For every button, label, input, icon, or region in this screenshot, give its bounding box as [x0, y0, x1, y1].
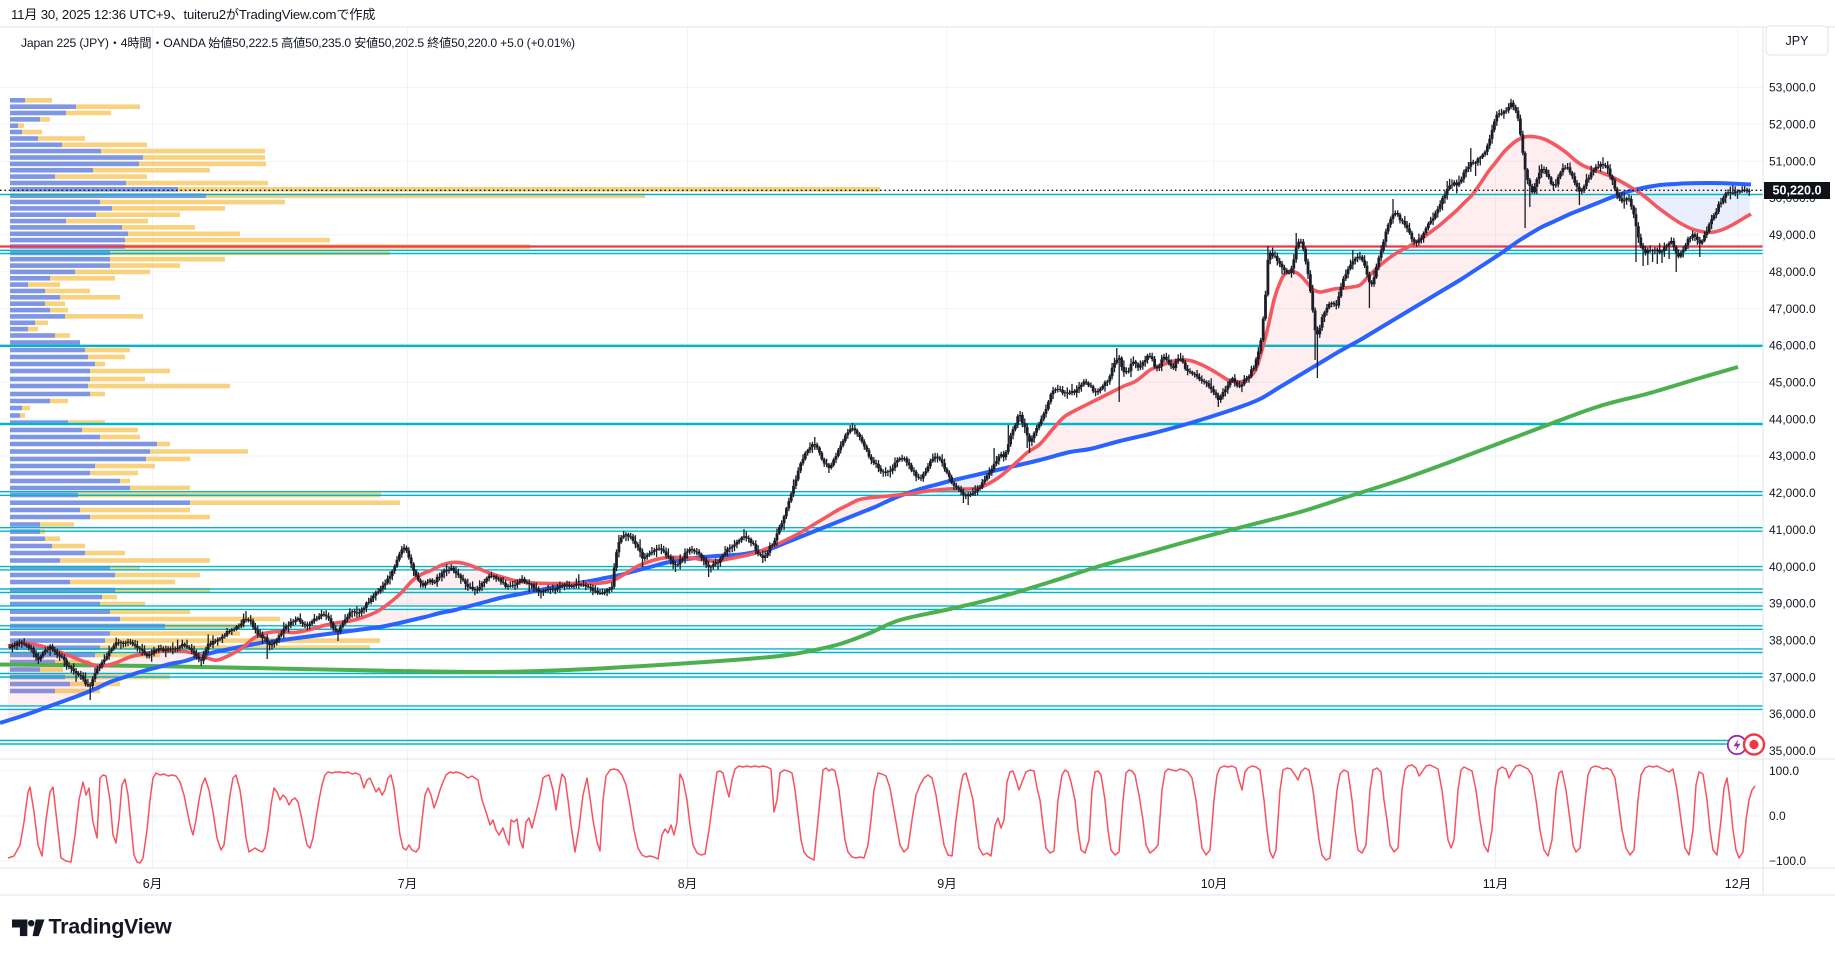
svg-text:0.0: 0.0 — [1769, 809, 1786, 823]
svg-text:47,000.0: 47,000.0 — [1769, 302, 1816, 316]
svg-text:36,000.0: 36,000.0 — [1769, 707, 1816, 721]
svg-text:52,000.0: 52,000.0 — [1769, 118, 1816, 132]
svg-text:6月: 6月 — [143, 877, 162, 891]
svg-text:48,000.0: 48,000.0 — [1769, 265, 1816, 279]
svg-text:53,000.0: 53,000.0 — [1769, 81, 1816, 95]
svg-text:38,000.0: 38,000.0 — [1769, 634, 1816, 648]
svg-text:40,000.0: 40,000.0 — [1769, 560, 1816, 574]
svg-text:8月: 8月 — [678, 877, 697, 891]
svg-text:51,000.0: 51,000.0 — [1769, 154, 1816, 168]
svg-text:12月: 12月 — [1725, 877, 1751, 891]
svg-text:46,000.0: 46,000.0 — [1769, 339, 1816, 353]
svg-text:TradingView: TradingView — [49, 915, 173, 939]
svg-text:10月: 10月 — [1201, 877, 1227, 891]
svg-text:39,000.0: 39,000.0 — [1769, 597, 1816, 611]
svg-text:7月: 7月 — [398, 877, 417, 891]
svg-text:49,000.0: 49,000.0 — [1769, 228, 1816, 242]
svg-text:JPY: JPY — [1786, 34, 1810, 48]
svg-text:11月 30, 2025 12:36 UTC+9、tuite: 11月 30, 2025 12:36 UTC+9、tuiteru2がTradin… — [11, 7, 375, 22]
svg-text:50,220.0: 50,220.0 — [1772, 184, 1821, 198]
svg-text:9月: 9月 — [937, 877, 956, 891]
svg-text:11月: 11月 — [1483, 877, 1508, 891]
svg-text:44,000.0: 44,000.0 — [1769, 412, 1816, 426]
svg-text:43,000.0: 43,000.0 — [1769, 449, 1816, 463]
svg-text:41,000.0: 41,000.0 — [1769, 523, 1816, 537]
svg-text:42,000.0: 42,000.0 — [1769, 486, 1816, 500]
svg-text:−100.0: −100.0 — [1769, 854, 1806, 868]
svg-text:100.0: 100.0 — [1769, 764, 1799, 778]
svg-text:37,000.0: 37,000.0 — [1769, 670, 1816, 684]
svg-text:Japan 225 (JPY)・4時間・OANDA 始値5: Japan 225 (JPY)・4時間・OANDA 始値50,222.5 高値5… — [21, 35, 575, 50]
svg-text:45,000.0: 45,000.0 — [1769, 376, 1816, 390]
svg-text:35,000.0: 35,000.0 — [1769, 744, 1816, 758]
